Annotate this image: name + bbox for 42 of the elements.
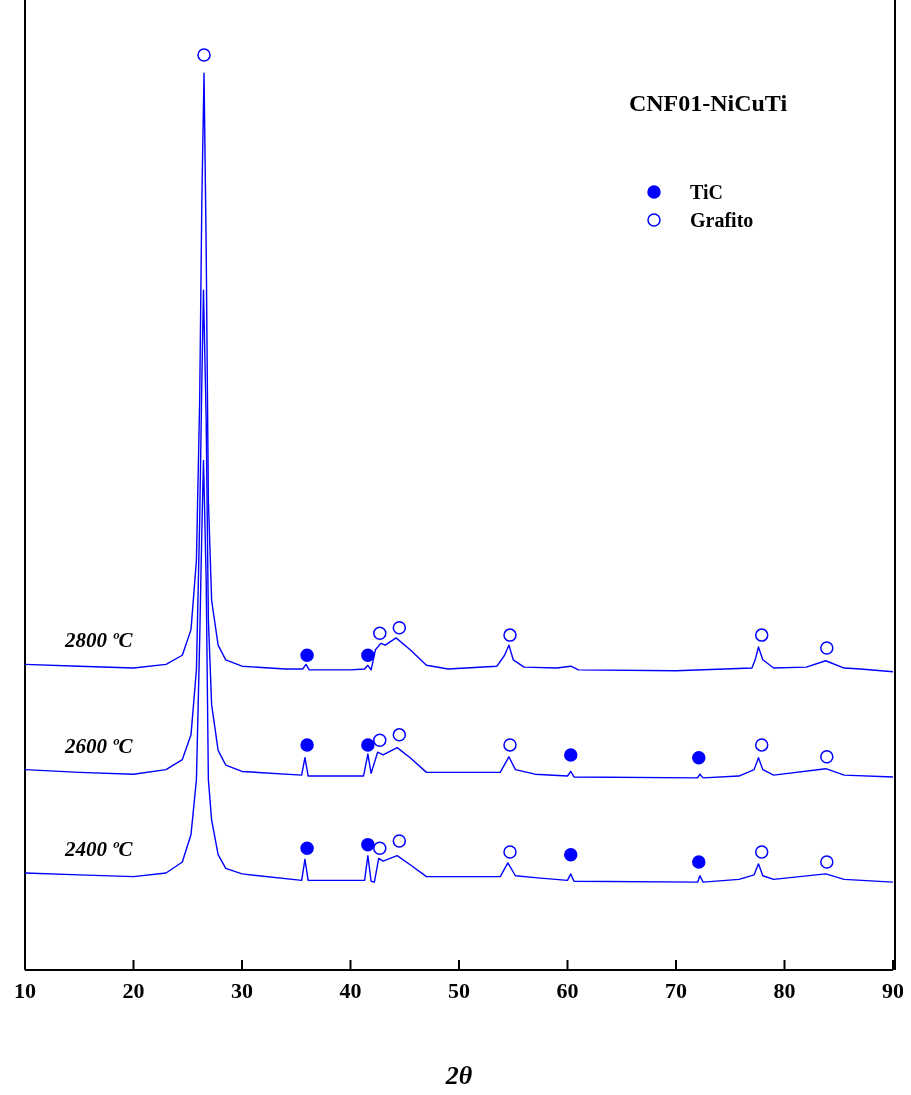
point	[392, 834, 407, 848]
x-tick-label: 90	[882, 977, 904, 1003]
point	[300, 841, 314, 856]
x-tick-label: 80	[773, 977, 796, 1003]
x-axis-title: 2θ	[444, 1061, 473, 1090]
point	[692, 750, 706, 765]
point	[373, 841, 387, 856]
point	[373, 626, 387, 641]
point	[820, 855, 834, 869]
point	[692, 855, 706, 869]
point	[361, 648, 375, 662]
x-tick-label: 70	[665, 977, 687, 1003]
point	[503, 738, 517, 752]
point	[300, 648, 314, 662]
x-tick-label: 20	[122, 977, 145, 1003]
point	[754, 845, 769, 859]
point	[373, 733, 387, 748]
point	[392, 728, 407, 742]
series-label: 2800 ºC	[65, 628, 133, 654]
point	[820, 641, 834, 655]
point	[361, 738, 375, 752]
x-tick-label: 40	[339, 977, 362, 1003]
point	[361, 837, 375, 852]
legend-label: Grafito	[690, 208, 754, 232]
text: CNF01-NiCuTi	[627, 90, 789, 117]
x-tick-label: 50	[448, 977, 470, 1003]
series-label: 2400 ºC	[65, 837, 133, 862]
point	[300, 738, 314, 752]
series-label: 2600 ºC	[65, 733, 133, 759]
point	[564, 748, 578, 762]
x-tick-label: 30	[231, 977, 253, 1003]
point	[503, 845, 517, 859]
legend-label: TiC	[690, 180, 723, 204]
x-tick-label: 60	[556, 977, 579, 1003]
x-tick-label: 10	[14, 977, 36, 1003]
point	[754, 628, 769, 642]
point	[392, 621, 407, 635]
point	[754, 738, 769, 752]
point	[820, 750, 834, 764]
point	[197, 48, 211, 62]
point	[503, 628, 517, 642]
point	[564, 847, 578, 862]
